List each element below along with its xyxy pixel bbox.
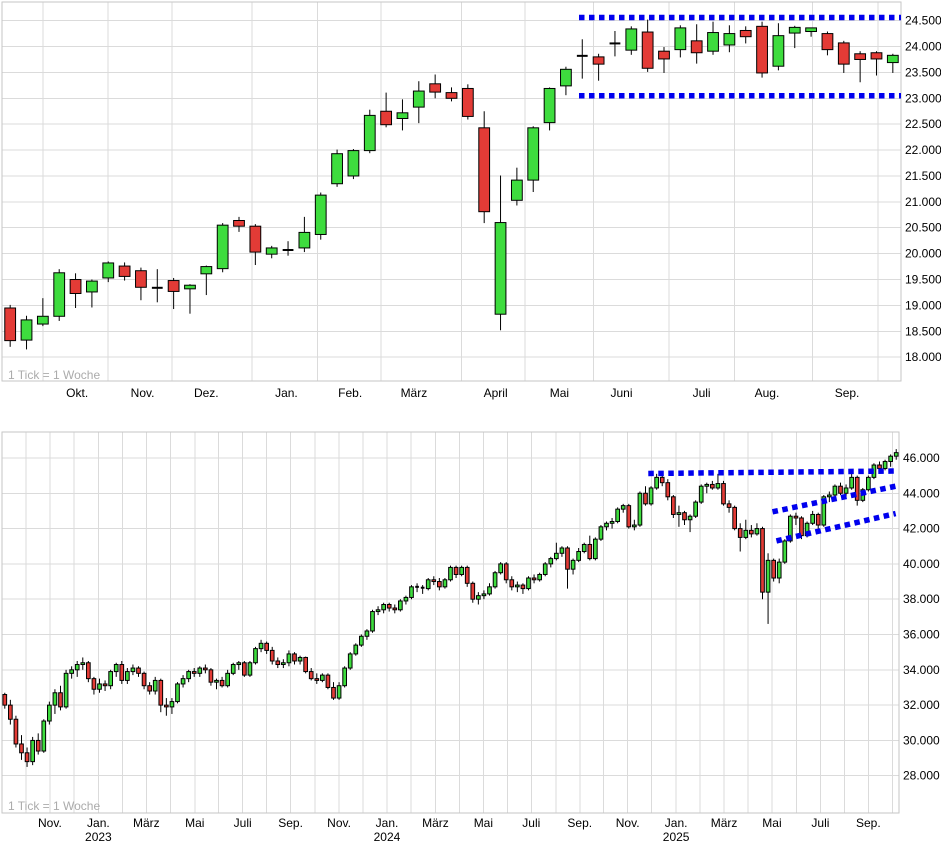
svg-text:2025: 2025 [663,830,690,844]
svg-text:18.000: 18.000 [905,350,941,364]
svg-text:24.000: 24.000 [905,40,941,54]
svg-text:Jan.: Jan. [376,816,399,830]
svg-text:Nov.: Nov. [616,816,640,830]
axis-labels-layer: 24.500 24.000 23.500 23.000 22.500 22.000 21.5… [66,14,941,400]
svg-text:Okt.: Okt. [66,386,88,400]
lower-chart-panel: 46.000 44.000 42.000 40.000 38.000 36.000 34.0… [0,410,941,856]
svg-text:19.500: 19.500 [905,273,941,287]
svg-text:Jan.: Jan. [87,816,110,830]
svg-text:Nov.: Nov. [38,816,62,830]
svg-text:24.500: 24.500 [905,14,941,28]
svg-text:Sep.: Sep. [278,816,303,830]
upper-chart-panel: 24.500 24.000 23.500 23.000 22.500 22.000 21.5… [0,0,941,410]
svg-text:21.000: 21.000 [905,195,941,209]
candles-layer [2,449,899,767]
svg-text:Jan.: Jan. [275,386,298,400]
svg-text:34.000: 34.000 [903,663,940,677]
svg-text:20.500: 20.500 [905,221,941,235]
svg-text:Jan.: Jan. [665,816,688,830]
svg-text:44.000: 44.000 [903,486,940,500]
svg-text:Mai: Mai [550,386,569,400]
svg-text:April: April [484,386,508,400]
svg-text:Mai: Mai [185,816,204,830]
svg-text:März: März [133,816,160,830]
svg-text:28.000: 28.000 [903,769,940,783]
svg-text:23.500: 23.500 [905,65,941,79]
svg-text:19.000: 19.000 [905,298,941,312]
grid-layer [1,1,902,382]
svg-text:März: März [401,386,428,400]
candles-layer [4,19,899,350]
svg-text:36.000: 36.000 [903,628,940,642]
svg-text:38.000: 38.000 [903,592,940,606]
svg-text:Juli: Juli [522,816,540,830]
svg-text:2023: 2023 [85,830,112,844]
trendlines-layer [648,468,897,544]
svg-text:21.500: 21.500 [905,169,941,183]
svg-text:Aug.: Aug. [755,386,780,400]
svg-text:Juli: Juli [811,816,829,830]
svg-text:Sep.: Sep. [567,816,592,830]
svg-text:18.500: 18.500 [905,324,941,338]
axis-labels-layer: 46.000 44.000 42.000 40.000 38.000 36.000 34.0… [38,451,940,844]
svg-text:März: März [711,816,738,830]
svg-text:Juli: Juli [234,816,252,830]
svg-text:30.000: 30.000 [903,733,940,747]
upper-candlestick-chart: 24.500 24.000 23.500 23.000 22.500 22.000 21.5… [1,1,941,400]
svg-text:22.500: 22.500 [905,117,941,131]
svg-text:Dez.: Dez. [194,386,219,400]
svg-text:Mai: Mai [474,816,493,830]
svg-text:Sep.: Sep. [856,816,881,830]
svg-text:23.000: 23.000 [905,91,941,105]
svg-text:Mai: Mai [762,816,781,830]
svg-text:Nov.: Nov. [131,386,155,400]
svg-text:Juni: Juni [610,386,632,400]
lower-candlestick-chart: 46.000 44.000 42.000 40.000 38.000 36.000 34.0… [1,431,940,844]
trendlines-layer [578,14,901,99]
grid-layer [1,431,900,814]
svg-text:22.000: 22.000 [905,143,941,157]
svg-text:Sep.: Sep. [835,386,860,400]
svg-text:42.000: 42.000 [903,522,940,536]
svg-text:2024: 2024 [374,830,401,844]
svg-text:32.000: 32.000 [903,698,940,712]
svg-text:20.000: 20.000 [905,247,941,261]
svg-text:März: März [422,816,449,830]
svg-text:40.000: 40.000 [903,557,940,571]
svg-text:Feb.: Feb. [338,386,362,400]
svg-text:Nov.: Nov. [327,816,351,830]
svg-text:46.000: 46.000 [903,451,940,465]
svg-text:Juli: Juli [693,386,711,400]
